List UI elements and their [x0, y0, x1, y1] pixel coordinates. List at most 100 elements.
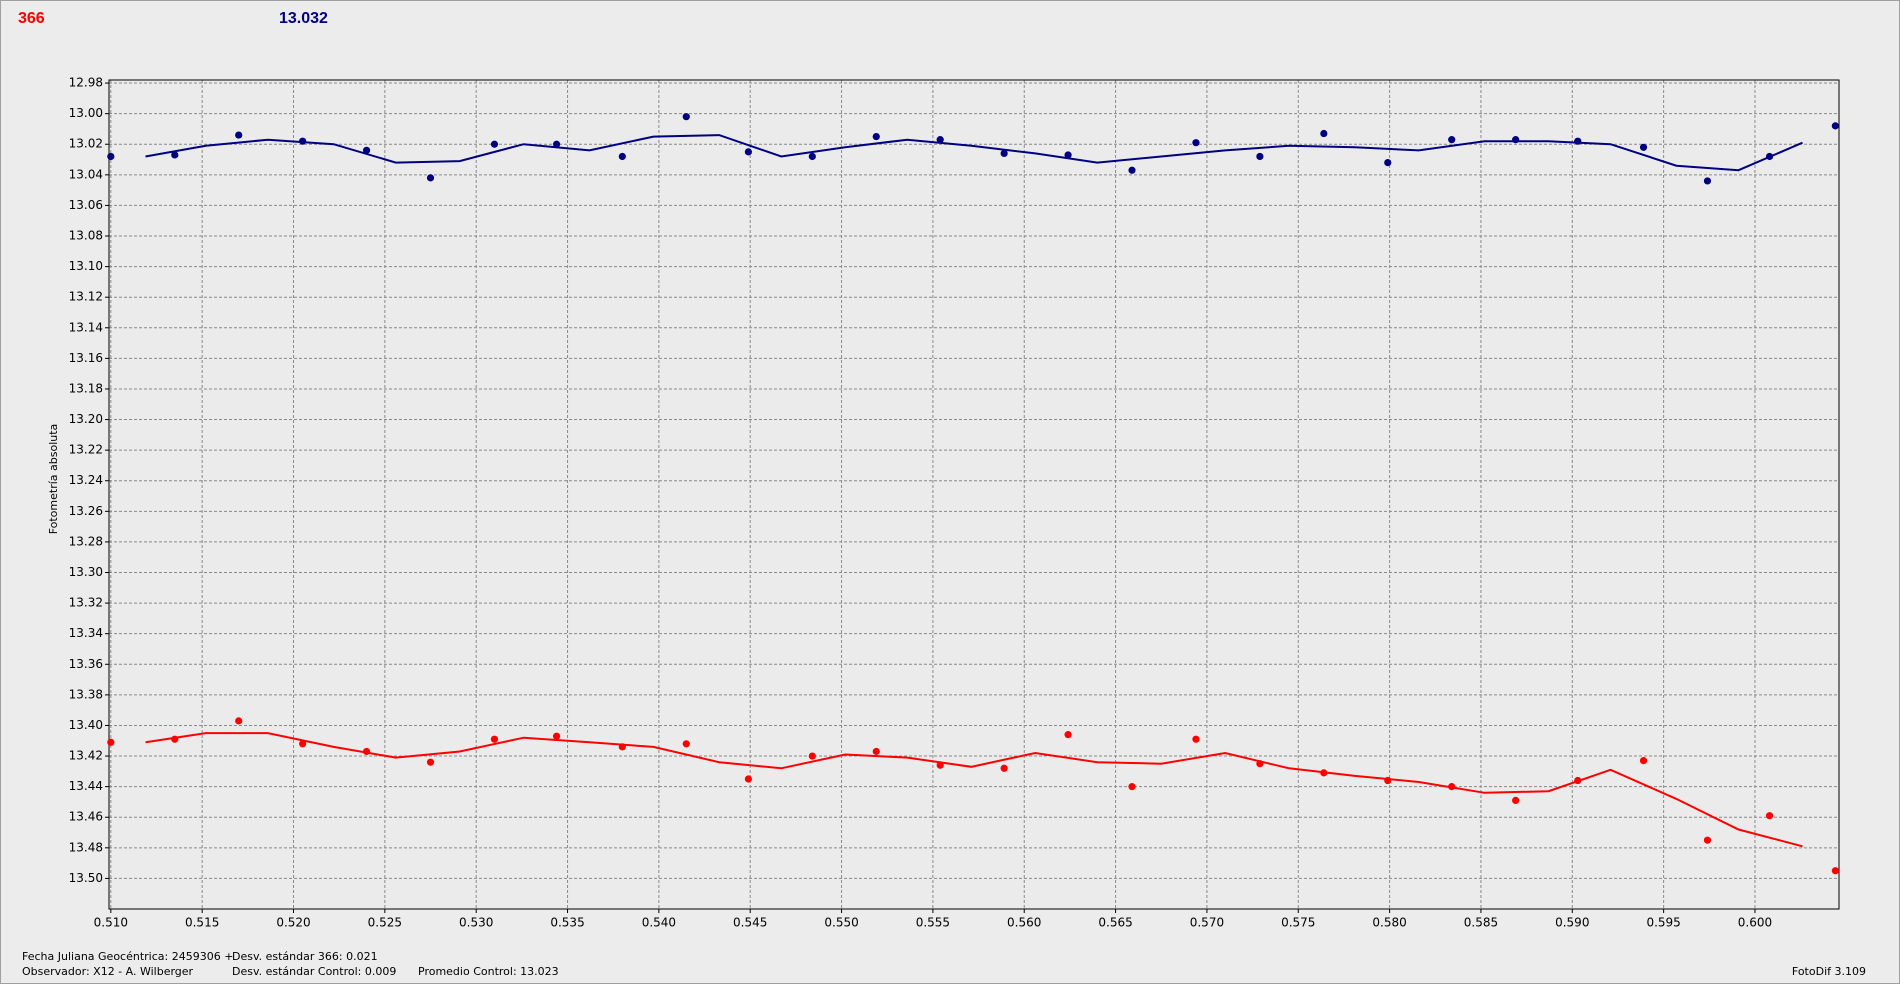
y-tick-label: 13.14 — [69, 320, 103, 334]
fit-line — [145, 732, 1803, 848]
plot: 12.98 13.00 13.02 13.04 13.06 13.08 13.10 13.12… — [69, 76, 1840, 930]
data-point — [235, 131, 243, 139]
data-point — [426, 758, 435, 766]
x-tick-label: 0.570 — [1190, 916, 1224, 930]
x-tick-label: 0.545 — [733, 916, 767, 930]
data-point — [808, 752, 816, 760]
data-point — [1831, 867, 1839, 875]
y-tick-label: 13.12 — [69, 290, 103, 304]
data-point — [490, 140, 499, 148]
data-point — [1765, 812, 1774, 820]
data-point — [362, 146, 371, 154]
data-point — [1320, 129, 1328, 138]
y-tick-label: 13.20 — [69, 412, 103, 426]
x-tick-label: 0.585 — [1464, 916, 1498, 930]
data-point — [744, 148, 752, 156]
y-tick-label: 13.46 — [69, 810, 103, 824]
data-point — [1128, 783, 1136, 791]
plot-border — [108, 79, 1840, 910]
data-point — [1703, 836, 1712, 844]
y-tick-label: 13.06 — [69, 198, 103, 212]
x-tick-label: 0.600 — [1738, 916, 1772, 930]
y-tick-label: 13.22 — [69, 443, 103, 457]
data-point — [1000, 149, 1008, 158]
data-point — [552, 140, 561, 148]
x-tick-label: 0.525 — [368, 916, 402, 930]
y-tick-label: 13.08 — [69, 229, 103, 243]
y-tick-label: 13.18 — [69, 381, 103, 395]
x-tick-label: 0.580 — [1372, 916, 1406, 930]
data-point — [1512, 796, 1520, 805]
y-tick-label: 13.04 — [69, 167, 103, 181]
data-point — [1639, 143, 1648, 151]
x-tick-label: 0.595 — [1646, 916, 1680, 930]
data-point — [936, 136, 944, 144]
y-tick-label: 13.10 — [69, 259, 103, 273]
data-point — [426, 174, 435, 182]
y-tick-label: 13.40 — [69, 718, 103, 732]
data-point — [682, 113, 690, 121]
x-tick-label: 0.560 — [1007, 916, 1041, 930]
x-tick-label: 0.555 — [916, 916, 950, 930]
y-tick-label: 13.38 — [69, 687, 103, 701]
y-axis-label: Fotometría absoluta — [47, 424, 60, 535]
data-point — [682, 740, 690, 748]
y-tick-label: 13.26 — [69, 504, 103, 518]
data-point — [490, 735, 499, 743]
data-point — [552, 732, 561, 740]
y-tick-label: 13.24 — [69, 473, 103, 487]
data-point — [1000, 764, 1008, 772]
footer-date: Fecha Juliana Geocéntrica: 2459306 + — [22, 950, 233, 963]
data-point — [107, 152, 115, 161]
x-tick-label: 0.510 — [94, 916, 128, 930]
y-tick-label: 13.34 — [69, 626, 103, 640]
y-tick-label: 13.28 — [69, 534, 103, 548]
y-tick-label: 13.30 — [69, 565, 103, 579]
data-point — [744, 775, 752, 783]
footer-version: FotoDif 3.109 — [1792, 965, 1866, 978]
x-tick-label: 0.515 — [185, 916, 219, 930]
footer-observer: Observador: X12 - A. Wilberger — [22, 965, 194, 978]
y-tick-label: 13.32 — [69, 596, 103, 610]
y-tick-label: 13.02 — [69, 137, 103, 151]
y-tick-label: 13.16 — [69, 351, 103, 365]
data-point — [1128, 166, 1136, 174]
data-point — [299, 740, 307, 748]
data-point — [1064, 151, 1072, 159]
y-tick-label: 13.42 — [69, 749, 103, 763]
footer-mean-control: Promedio Control: 13.023 — [418, 965, 559, 978]
x-tick-label: 0.590 — [1555, 916, 1589, 930]
data-point — [872, 132, 880, 141]
data-point — [171, 151, 179, 159]
y-tick-label: 13.36 — [69, 657, 103, 671]
x-tick-label: 0.530 — [459, 916, 493, 930]
data-point — [1384, 158, 1392, 167]
data-point — [1831, 122, 1839, 130]
y-tick-label: 13.44 — [69, 779, 103, 793]
y-tick-label: 13.48 — [69, 840, 103, 854]
data-point — [1639, 757, 1648, 765]
control-value: 13.032 — [279, 10, 328, 27]
y-tick-label: 12.98 — [69, 76, 103, 90]
footer-std-target: Desv. estándar 366: 0.021 — [232, 950, 378, 963]
data-point — [1064, 731, 1072, 739]
x-tick-label: 0.575 — [1281, 916, 1315, 930]
x-tick-label: 0.535 — [550, 916, 584, 930]
data-point — [618, 152, 626, 161]
data-point — [107, 738, 115, 746]
data-point — [808, 152, 816, 161]
plot-area — [109, 80, 1839, 909]
data-point — [872, 747, 880, 756]
y-tick-label: 13.50 — [69, 871, 103, 885]
x-tick-label: 0.550 — [824, 916, 858, 930]
data-point — [1448, 136, 1456, 144]
x-tick-label: 0.565 — [1098, 916, 1132, 930]
data-point — [1256, 152, 1264, 161]
data-point — [1703, 177, 1712, 185]
target-label: 366 — [18, 10, 45, 27]
y-tick-label: 13.00 — [69, 106, 103, 120]
fit-line — [145, 134, 1803, 172]
data-point — [1192, 139, 1200, 147]
